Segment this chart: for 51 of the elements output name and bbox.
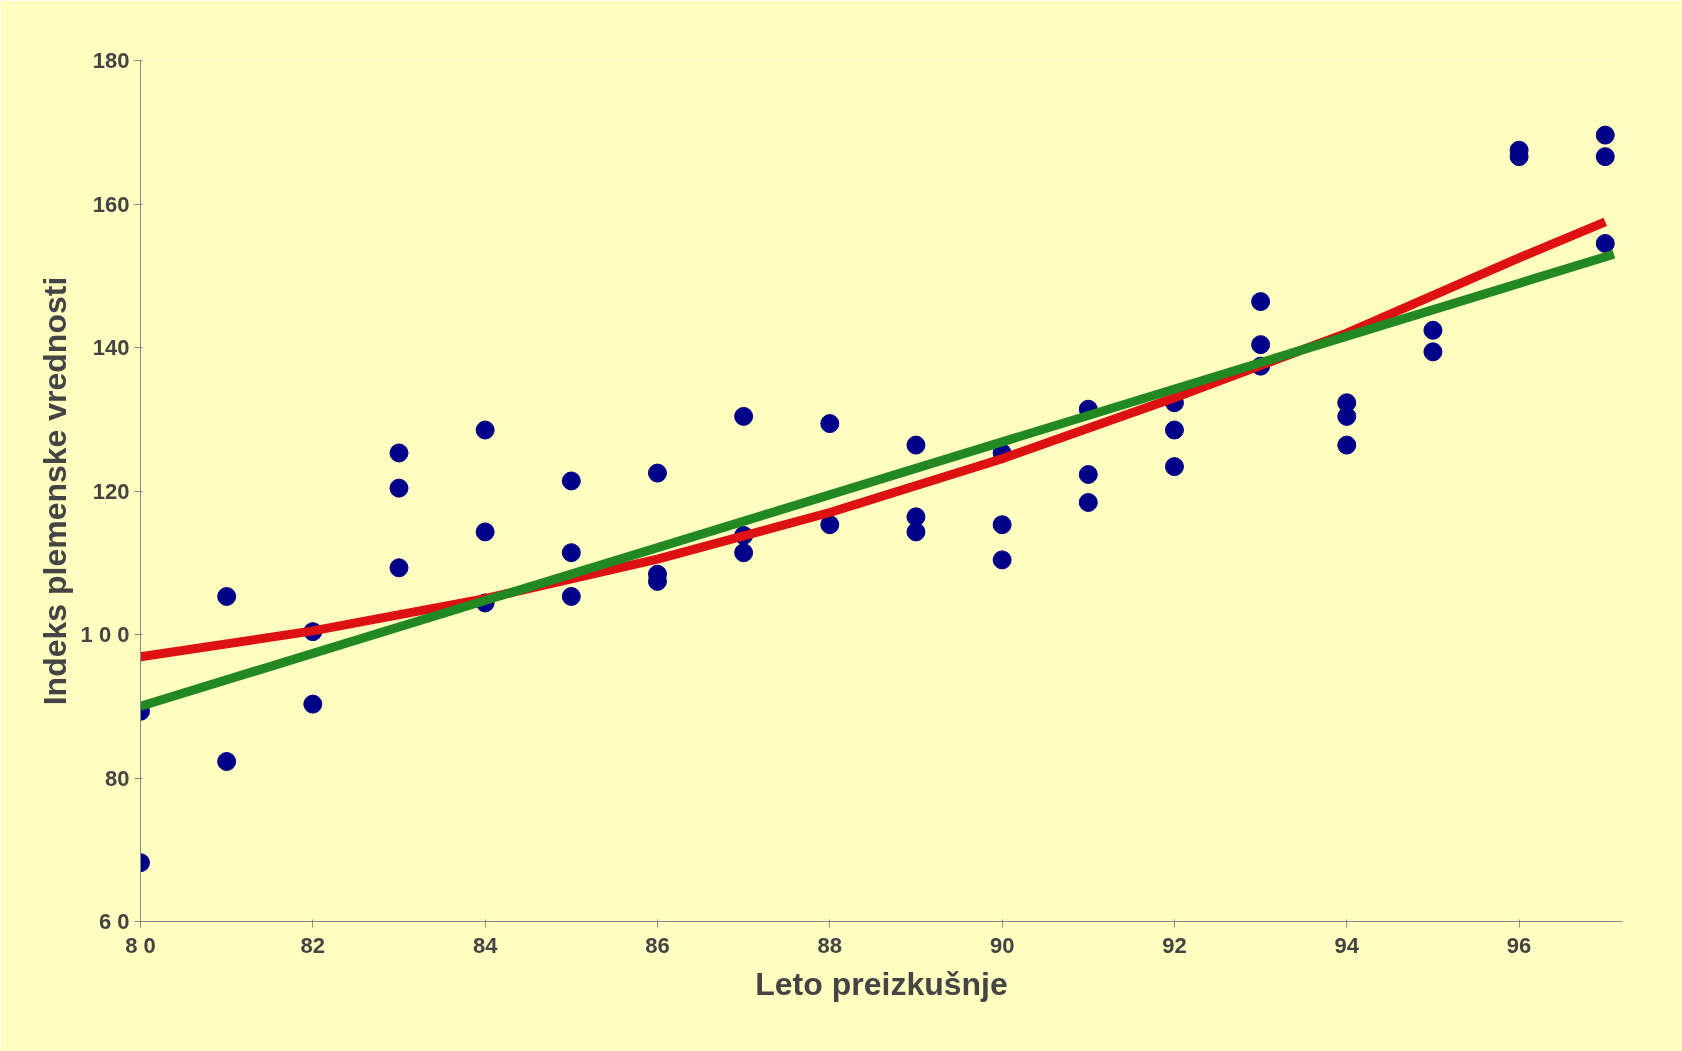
point bbox=[561, 471, 581, 491]
point bbox=[1337, 406, 1357, 426]
x-tick-label: 88 bbox=[817, 932, 843, 958]
y-tick-label: 180 bbox=[92, 48, 130, 73]
x-tick-label: 94 bbox=[1334, 932, 1360, 958]
point bbox=[647, 463, 667, 483]
point bbox=[992, 550, 1012, 570]
point bbox=[734, 406, 754, 426]
point bbox=[1164, 457, 1184, 477]
point bbox=[389, 558, 409, 578]
point bbox=[561, 586, 581, 606]
point bbox=[389, 478, 409, 498]
point bbox=[1595, 147, 1615, 167]
x-tick-label: 84 bbox=[472, 932, 499, 958]
y-tick-label: 6 0 bbox=[98, 909, 130, 934]
x-tick-label: 96 bbox=[1506, 932, 1532, 958]
point bbox=[1423, 320, 1443, 340]
point bbox=[1595, 233, 1615, 253]
point bbox=[475, 522, 495, 542]
point bbox=[820, 515, 840, 535]
y-axis-title: Indeks plemenske vrednosti bbox=[36, 276, 73, 706]
point bbox=[1078, 465, 1098, 484]
y-tick-label: 80 bbox=[105, 765, 130, 791]
point bbox=[561, 543, 581, 563]
point bbox=[475, 420, 495, 440]
point bbox=[1251, 292, 1271, 312]
point bbox=[1251, 335, 1271, 355]
point bbox=[217, 586, 237, 606]
point bbox=[1595, 125, 1615, 145]
y-tick-label: 140 bbox=[92, 335, 130, 360]
point bbox=[1078, 493, 1098, 512]
point bbox=[389, 443, 409, 463]
y-tick-label: 1 0 0 bbox=[80, 622, 130, 647]
point bbox=[303, 694, 323, 714]
point bbox=[734, 543, 754, 563]
x-tick-label: 8 0 bbox=[125, 932, 156, 958]
y-tick-label: 120 bbox=[92, 478, 130, 504]
point bbox=[1337, 435, 1357, 455]
x-tick-label: 86 bbox=[645, 932, 670, 958]
x-tick-label: 92 bbox=[1162, 932, 1187, 958]
y-tick-label: 160 bbox=[92, 191, 130, 217]
point bbox=[906, 435, 926, 455]
x-axis-title: Leto preizkušnje bbox=[755, 965, 1008, 1002]
point bbox=[820, 414, 840, 434]
x-tick-label: 82 bbox=[300, 932, 326, 958]
point bbox=[906, 522, 926, 542]
point bbox=[992, 515, 1012, 535]
point bbox=[1423, 342, 1443, 362]
point bbox=[217, 752, 237, 771]
point bbox=[1164, 420, 1184, 440]
x-tick-label: 90 bbox=[989, 932, 1015, 958]
